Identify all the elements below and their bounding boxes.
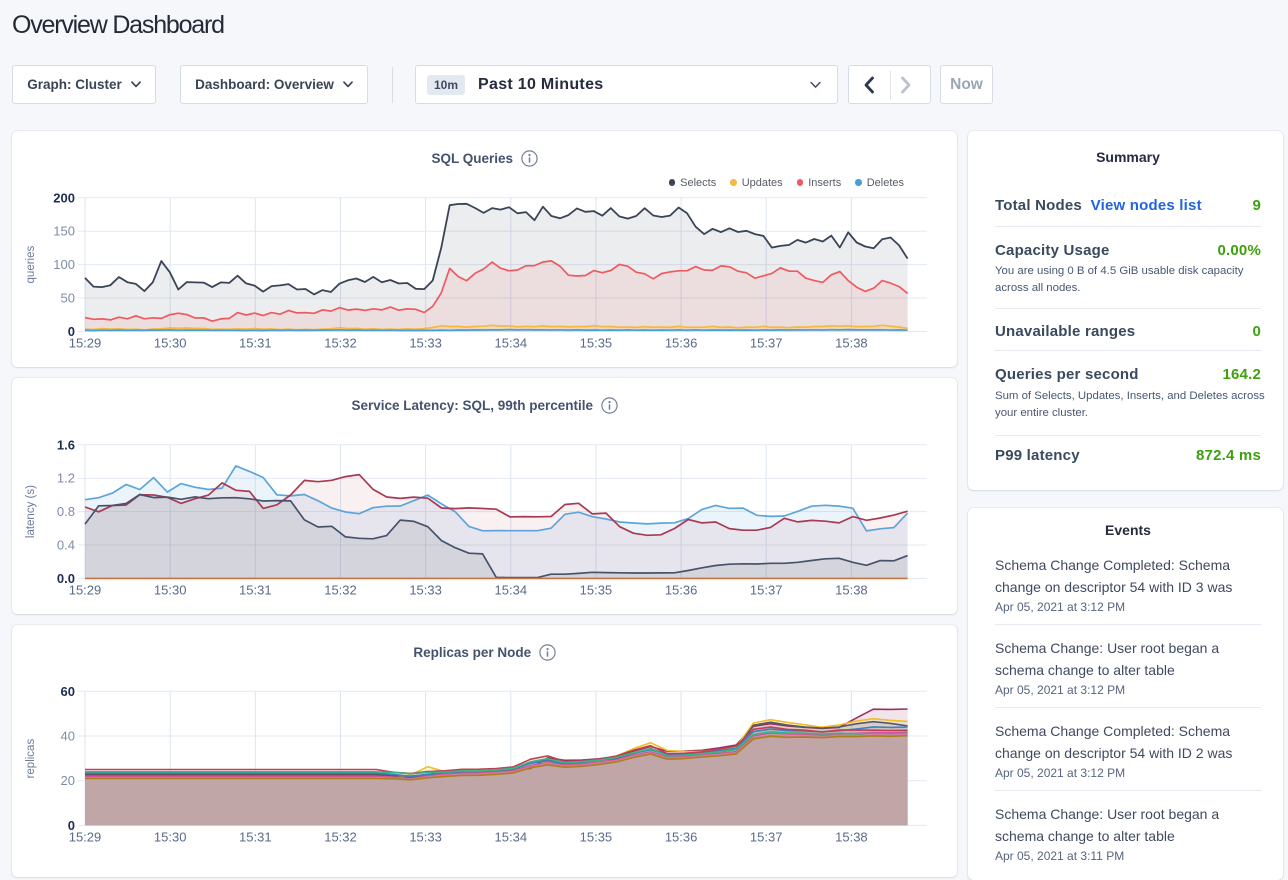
svg-text:15:34: 15:34 bbox=[495, 336, 528, 351]
svg-text:15:31: 15:31 bbox=[239, 830, 272, 845]
svg-text:15:35: 15:35 bbox=[580, 583, 613, 598]
svg-text:1.6: 1.6 bbox=[57, 437, 75, 452]
svg-text:15:33: 15:33 bbox=[409, 336, 442, 351]
svg-text:50: 50 bbox=[61, 291, 75, 306]
svg-text:15:32: 15:32 bbox=[324, 336, 357, 351]
svg-text:15:33: 15:33 bbox=[409, 583, 442, 598]
svg-text:15:35: 15:35 bbox=[580, 830, 613, 845]
svg-text:15:30: 15:30 bbox=[154, 583, 187, 598]
svg-text:15:29: 15:29 bbox=[69, 336, 102, 351]
svg-text:15:38: 15:38 bbox=[835, 336, 868, 351]
svg-text:15:29: 15:29 bbox=[69, 830, 102, 845]
svg-text:0.8: 0.8 bbox=[57, 504, 75, 519]
svg-text:15:36: 15:36 bbox=[665, 583, 698, 598]
svg-text:15:35: 15:35 bbox=[580, 336, 613, 351]
svg-text:queries: queries bbox=[25, 245, 37, 283]
svg-text:0: 0 bbox=[68, 324, 75, 339]
svg-text:60: 60 bbox=[61, 684, 75, 699]
svg-text:15:37: 15:37 bbox=[750, 336, 783, 351]
svg-text:20: 20 bbox=[61, 773, 75, 788]
svg-text:15:29: 15:29 bbox=[69, 583, 102, 598]
svg-text:15:36: 15:36 bbox=[665, 830, 698, 845]
svg-text:latency (s): latency (s) bbox=[25, 485, 37, 538]
svg-text:15:37: 15:37 bbox=[750, 583, 783, 598]
svg-text:15:30: 15:30 bbox=[154, 830, 187, 845]
svg-text:15:37: 15:37 bbox=[750, 830, 783, 845]
svg-text:0: 0 bbox=[68, 818, 75, 833]
svg-text:15:38: 15:38 bbox=[835, 583, 868, 598]
svg-text:100: 100 bbox=[53, 257, 75, 272]
svg-text:15:32: 15:32 bbox=[324, 830, 357, 845]
svg-text:15:31: 15:31 bbox=[239, 336, 272, 351]
svg-text:15:36: 15:36 bbox=[665, 336, 698, 351]
svg-text:15:30: 15:30 bbox=[154, 336, 187, 351]
svg-text:15:32: 15:32 bbox=[324, 583, 357, 598]
svg-text:1.2: 1.2 bbox=[57, 471, 75, 486]
svg-text:replicas: replicas bbox=[25, 739, 37, 779]
svg-text:200: 200 bbox=[53, 190, 75, 205]
svg-text:15:38: 15:38 bbox=[835, 830, 868, 845]
svg-text:150: 150 bbox=[53, 224, 75, 239]
svg-text:15:31: 15:31 bbox=[239, 583, 272, 598]
svg-text:15:34: 15:34 bbox=[495, 583, 528, 598]
svg-text:15:33: 15:33 bbox=[409, 830, 442, 845]
svg-text:40: 40 bbox=[61, 729, 75, 744]
svg-text:15:34: 15:34 bbox=[495, 830, 528, 845]
svg-text:0.0: 0.0 bbox=[57, 571, 75, 586]
svg-text:0.4: 0.4 bbox=[57, 538, 75, 553]
